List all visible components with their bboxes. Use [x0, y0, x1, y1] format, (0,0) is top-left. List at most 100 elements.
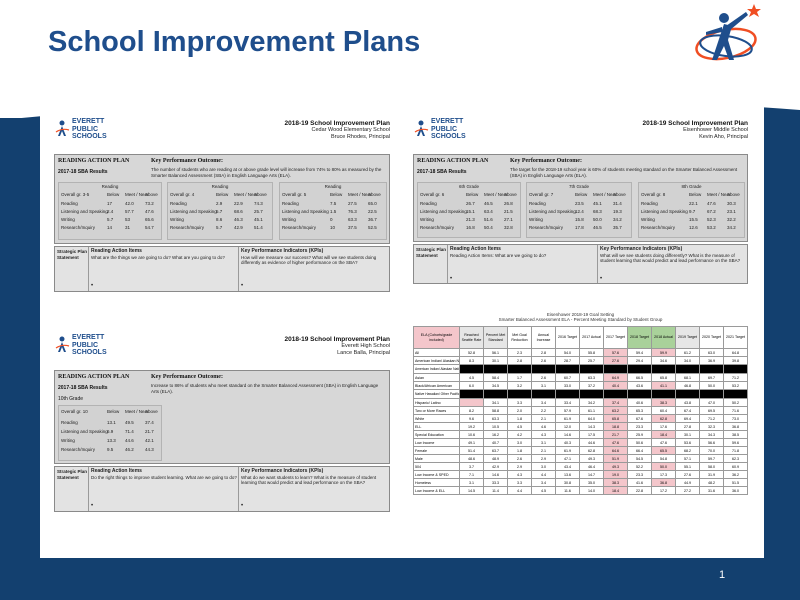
table-cell: 21.7	[603, 430, 628, 439]
table-cell: 3.2	[507, 381, 532, 390]
table-cell: 60.7	[555, 373, 580, 382]
table-cell: 3.1	[531, 438, 556, 447]
table-cell: 4.2	[507, 430, 532, 439]
column-header: 2018 Target	[627, 326, 652, 349]
strategy-section: Strategic Plan Statement Reading Action …	[413, 244, 748, 284]
table-cell: 54.0	[555, 348, 580, 357]
table-cell: 50.6	[627, 438, 652, 447]
table-cell: Two or More Races	[413, 406, 460, 415]
table-subcaption: Smarter Balanced Assessment ELA - Percen…	[498, 317, 663, 322]
table-cell	[603, 389, 628, 399]
column-header: 2020 Target	[699, 326, 724, 349]
table-cell: 71.2	[723, 373, 748, 382]
table-cell: 3.4	[531, 478, 556, 487]
table-cell: Male	[413, 454, 460, 463]
table-row: Two or More Races 8.2 58.8 2.0 2.2 57.9 61.1 63…	[413, 406, 748, 415]
table-cell: 67.4	[675, 406, 700, 415]
table-cell: 36.2	[723, 470, 748, 479]
bullet-icon: •	[450, 276, 453, 282]
sba-group-2: 7th Grade Overall gr. 7 Below Meet / Near A…	[526, 182, 632, 238]
table-cell: 10.6	[459, 430, 484, 439]
table-cell: 18.8	[603, 422, 628, 431]
table-cell: 3.7	[459, 462, 484, 471]
school-name: Everett High School	[341, 343, 390, 349]
column-header: Met Goal Reduction	[507, 326, 532, 349]
table-cell: 53.6	[675, 438, 700, 447]
table-cell: Native Hawaiian/ Other Pacific Islander	[413, 389, 460, 399]
table-cell: 14.5	[459, 486, 484, 495]
table-cell: 48.6	[459, 454, 484, 463]
table-cell: 16.2	[483, 430, 508, 439]
table-cell	[627, 364, 652, 374]
table-cell: 56.6	[699, 438, 724, 447]
sba-group-2: Reading Overall gr. 4 Below Meet / Near Abo…	[167, 182, 273, 240]
table-cell: 58.0	[699, 462, 724, 471]
table-cell: 40.3	[555, 438, 580, 447]
table-cell: 27.6	[603, 356, 628, 365]
table-cell	[483, 364, 508, 374]
table-row: Asian 4.5 58.4 1.7 2.6 60.7 63.3 64.9 66.5 65.8 68…	[413, 373, 748, 382]
table-cell: 4.6	[531, 422, 556, 431]
table-cell: 34.3	[699, 430, 724, 439]
table-cell: 4.3	[531, 430, 556, 439]
table-cell: 43.6	[627, 381, 652, 390]
table-cell: 34.0	[675, 356, 700, 365]
everett-logo-icon	[414, 120, 429, 136]
table-cell	[507, 389, 532, 399]
table-cell: 2.0	[507, 406, 532, 415]
table-cell	[699, 364, 724, 374]
table-cell: 8.2	[459, 406, 484, 415]
table-cell: 71.6	[723, 406, 748, 415]
table-cell: 36.8	[723, 422, 748, 431]
table-cell: 69.5	[699, 406, 724, 415]
table-cell: 12.0	[555, 422, 580, 431]
page-number: 1	[719, 569, 726, 581]
table-cell: 66.4	[627, 446, 652, 455]
document-sheet: EVERETT PUBLIC SCHOOLS 2018-19 School Impr…	[40, 74, 764, 558]
table-cell: 63.3	[579, 373, 604, 382]
table-cell: 14.7	[579, 470, 604, 479]
table-cell: 23.3	[627, 470, 652, 479]
table-cell: 22.8	[627, 486, 652, 495]
plan-document-cedar-wood: EVERETT PUBLIC SCHOOLS 2018-19 School Impr…	[54, 116, 390, 296]
table-cell: 3.3	[507, 398, 532, 407]
sba-group-3: Reading Overall gr. 5 Below Meet / Near Abo…	[279, 182, 387, 240]
table-row: Special Education 10.6 16.2 4.2 4.3 14.6 17.5 2…	[413, 430, 748, 439]
table-cell: 42.9	[483, 462, 508, 471]
table-cell: Female	[413, 446, 460, 455]
table-cell: Homeless	[413, 478, 460, 487]
column-header: ELA (Cohorts/grade included)	[413, 326, 460, 349]
table-row: Low Income 49.1 40.7 3.0 3.1 40.3 44.6 47.6 50.6…	[413, 438, 748, 447]
table-cell: 64.6	[603, 446, 628, 455]
table-cell: 44.6	[579, 438, 604, 447]
bullet-icon: •	[91, 503, 94, 509]
strategy-section: Strategic Plan Statement Reading Action …	[54, 246, 390, 292]
column-header: Annual Increase	[531, 326, 556, 349]
table-cell: 55.1	[675, 462, 700, 471]
table-cell	[699, 389, 724, 399]
table-cell: 68.2	[675, 446, 700, 455]
table-row: White 9.6 63.3 1.8 2.1 61.9 64.0 65.8 67.6 62.8 69…	[413, 414, 748, 423]
table-cell: 23.3	[627, 422, 652, 431]
table-cell: 44.9	[675, 478, 700, 487]
table-cell: 66.5	[627, 373, 652, 382]
table-row: American Indian/ Alaskan Native8.330.12.…	[413, 356, 748, 365]
table-row: All 52.8 56.1 2.3 2.8 54.0 55.8 57.6 59.4 59.9 61.…	[413, 348, 748, 357]
table-cell: 41.6	[627, 478, 652, 487]
table-cell	[555, 389, 580, 399]
table-row: Low Income & SPED 7.1 14.6 4.3 4.4 13.6 14.7 19…	[413, 470, 748, 479]
everett-logo-icon	[55, 336, 70, 352]
table-cell: 36.9	[699, 356, 724, 365]
table-cell: Asian	[413, 373, 460, 382]
table-caption: Eisenhower 2018-19 Goal Setting	[546, 312, 615, 317]
table-row: Low Income & ELL 14.5 11.4 4.4 4.5 11.6 14.0 18…	[413, 486, 748, 495]
table-cell: 54.8	[651, 454, 676, 463]
table-cell: 3.4	[531, 398, 556, 407]
district-logo: EVERETT PUBLIC SCHOOLS	[54, 332, 124, 362]
table-cell: 49.3	[603, 462, 628, 471]
table-cell: 3.0	[531, 462, 556, 471]
column-header: 2017 Actual	[579, 326, 604, 349]
table-cell: 48.9	[483, 454, 508, 463]
table-cell: 2.6	[507, 454, 532, 463]
table-cell: 59.9	[651, 348, 676, 357]
